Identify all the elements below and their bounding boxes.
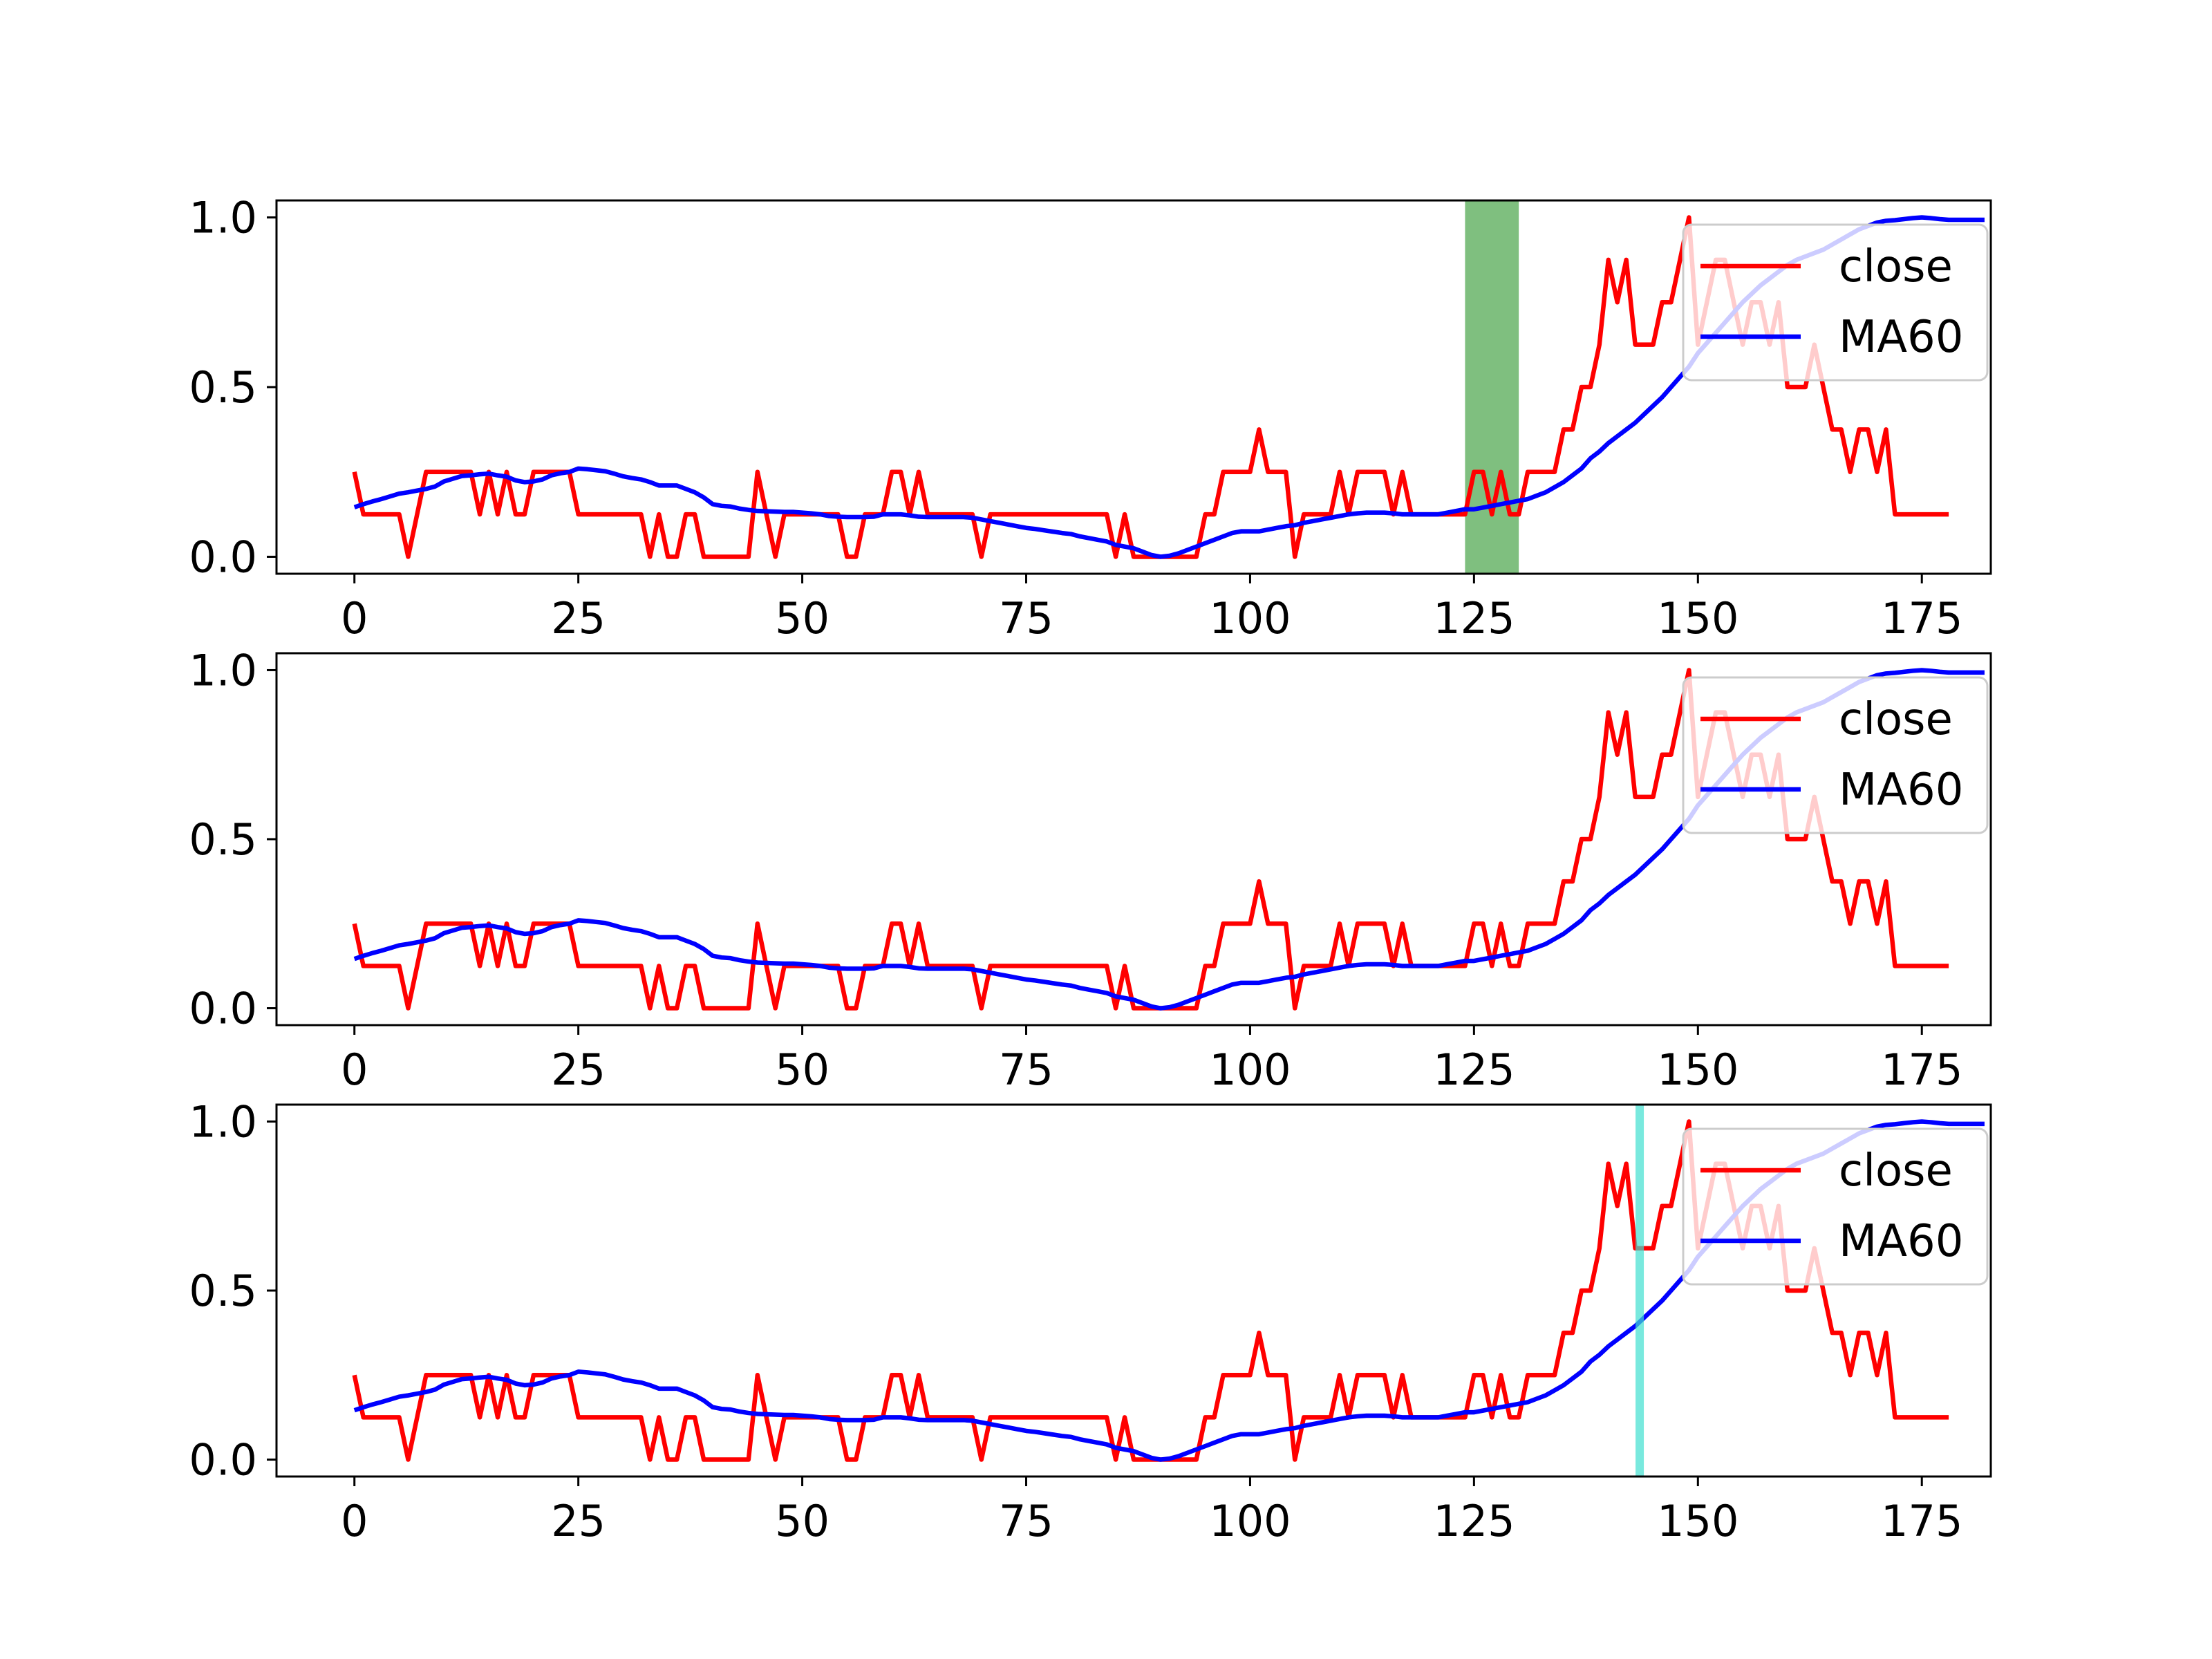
legend-box — [1682, 1127, 1989, 1286]
y-tick-label: 1.0 — [189, 193, 257, 243]
x-tick-label: 175 — [1881, 1044, 1962, 1095]
x-tick-label: 0 — [341, 593, 368, 644]
x-tick-label: 25 — [551, 1044, 606, 1095]
x-tick-label: 75 — [999, 1496, 1053, 1546]
x-tick-label: 175 — [1881, 1496, 1962, 1546]
legend-label-close: close — [1839, 241, 1953, 292]
x-tick-label: 150 — [1657, 1044, 1738, 1095]
legend-box — [1682, 223, 1989, 382]
y-tick-label: 0.5 — [189, 814, 257, 865]
x-tick-label: 25 — [551, 593, 606, 644]
x-tick-label: 0 — [341, 1496, 368, 1546]
x-tick-label: 25 — [551, 1496, 606, 1546]
x-tick-label: 50 — [775, 1044, 830, 1095]
x-tick-label: 150 — [1657, 593, 1738, 644]
legend-label-close: close — [1839, 1145, 1953, 1197]
legend-label-ma60: MA60 — [1839, 1216, 1963, 1267]
x-tick-label: 50 — [775, 593, 830, 644]
subplot-3: 0 25 50 75 100 125 150 175 0.0 0.5 1.0 close MA60 — [189, 1096, 1992, 1546]
legend: close MA60 — [1682, 1127, 1989, 1286]
subplot-1: 0 25 50 75 100 125 150 175 0.0 0.5 1.0 close MA60 — [189, 193, 1992, 644]
x-tick-label: 175 — [1881, 593, 1962, 644]
y-tick-label: 1.0 — [189, 645, 257, 695]
x-tick-label: 100 — [1209, 1496, 1291, 1546]
legend-label-ma60: MA60 — [1839, 765, 1963, 816]
x-tick-label: 125 — [1433, 593, 1515, 644]
x-tick-label: 125 — [1433, 1044, 1515, 1095]
y-tick-label: 1.0 — [189, 1096, 257, 1147]
legend: close MA60 — [1682, 223, 1989, 382]
y-tick-label: 0.0 — [189, 532, 257, 582]
x-tick-label: 50 — [775, 1496, 830, 1546]
highlight-span — [1465, 200, 1519, 574]
legend-label-close: close — [1839, 694, 1953, 745]
x-tick-label: 150 — [1657, 1496, 1738, 1546]
x-tick-label: 125 — [1433, 1496, 1515, 1546]
subplot-2: 0 25 50 75 100 125 150 175 0.0 0.5 1.0 close MA60 — [189, 645, 1992, 1095]
x-tick-label: 100 — [1209, 1044, 1291, 1095]
x-tick-label: 100 — [1209, 593, 1291, 644]
y-tick-label: 0.5 — [189, 362, 257, 413]
x-tick-label: 0 — [341, 1044, 368, 1095]
y-tick-label: 0.0 — [189, 1435, 257, 1485]
legend-box — [1682, 676, 1989, 834]
y-tick-label: 0.0 — [189, 984, 257, 1034]
legend: close MA60 — [1682, 676, 1989, 834]
legend-label-ma60: MA60 — [1839, 312, 1963, 363]
x-tick-label: 75 — [999, 593, 1053, 644]
x-tick-label: 75 — [999, 1044, 1053, 1095]
y-tick-label: 0.5 — [189, 1266, 257, 1316]
